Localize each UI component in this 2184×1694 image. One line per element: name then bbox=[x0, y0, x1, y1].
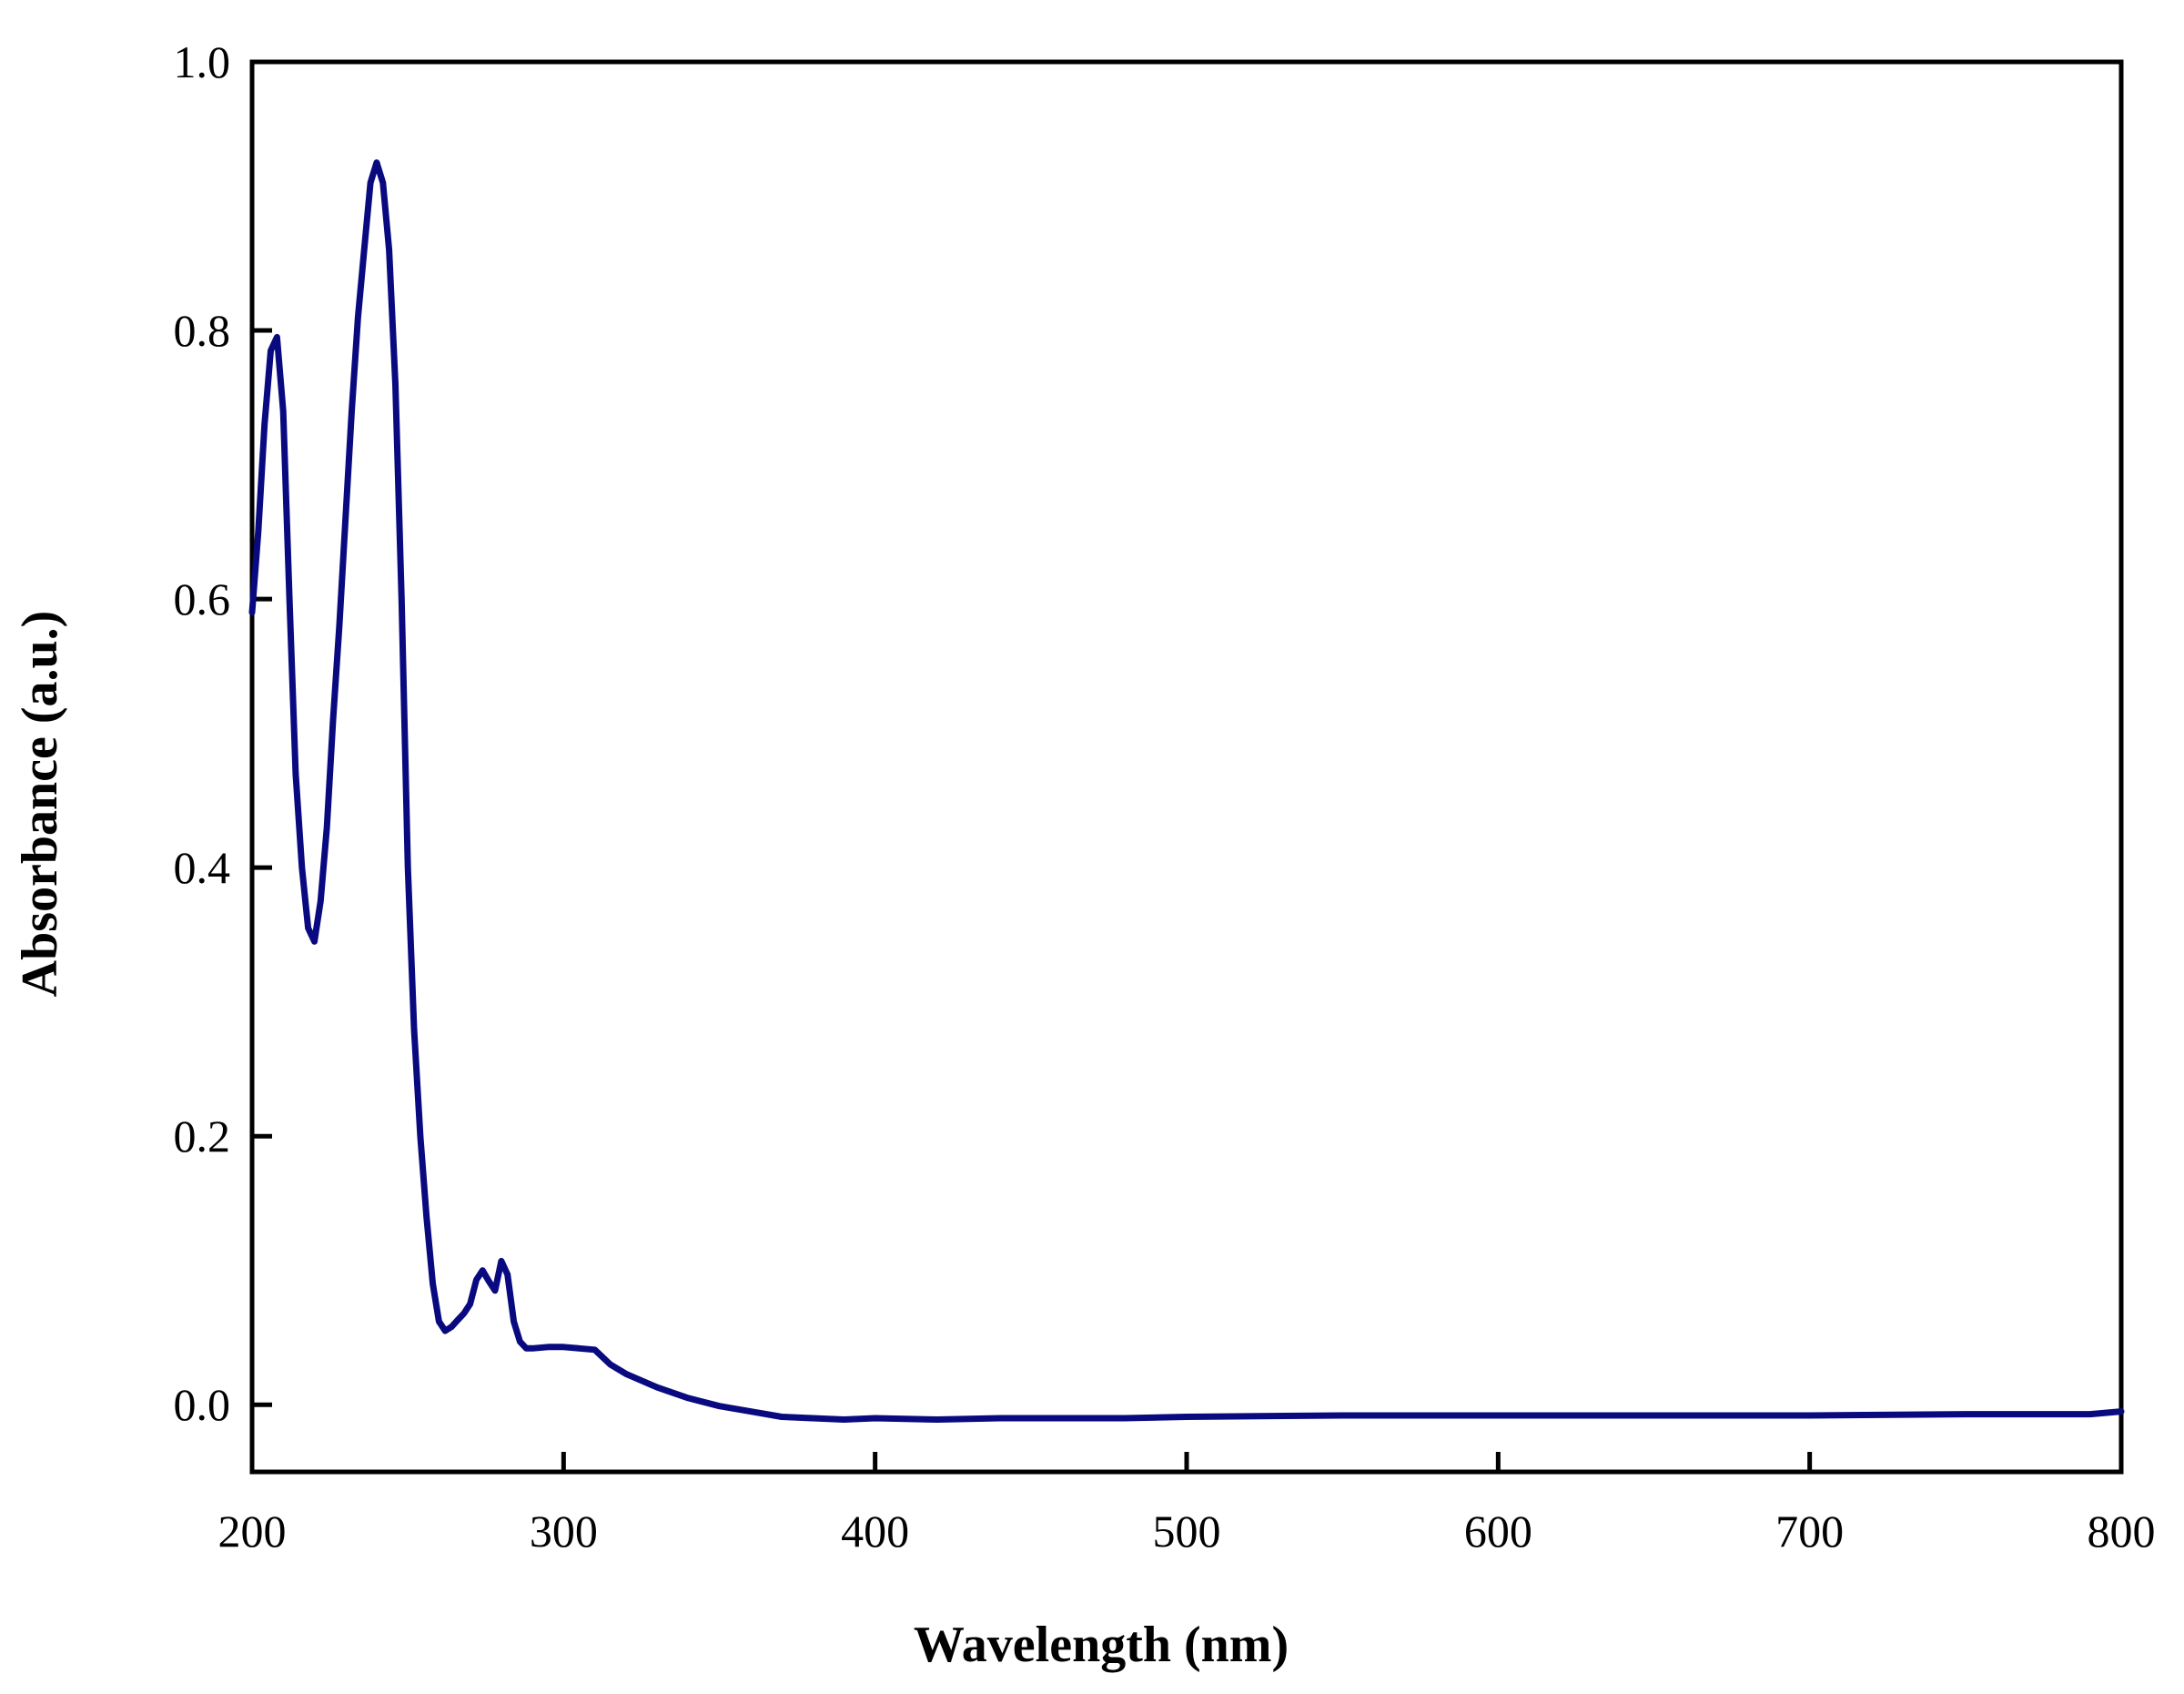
x-tick-label: 400 bbox=[841, 1506, 909, 1557]
y-tick-label: 0.0 bbox=[174, 1379, 231, 1430]
y-tick-label: 0.8 bbox=[174, 305, 231, 356]
absorbance-series-line bbox=[248, 159, 2125, 1423]
y-axis-title: Absorbance (a.u.) bbox=[12, 611, 68, 998]
y-tick-label: 1.0 bbox=[174, 36, 231, 87]
x-tick-label: 300 bbox=[530, 1506, 598, 1557]
y-axis-ticks: 0.0 0.2 0.4 0.6 0.8 1.0 bbox=[174, 36, 272, 1430]
x-tick-label: 800 bbox=[2088, 1506, 2156, 1557]
x-axis-ticks: 200 300 400 500 600 700 800 bbox=[218, 1452, 2156, 1557]
series-group bbox=[248, 159, 2125, 1423]
x-axis-title: Wavelength (nm) bbox=[914, 1617, 1289, 1673]
y-tick-label: 0.2 bbox=[174, 1111, 231, 1161]
y-tick-label: 0.4 bbox=[174, 842, 231, 893]
x-tick-label: 200 bbox=[218, 1506, 287, 1557]
x-tick-label: 600 bbox=[1464, 1506, 1532, 1557]
y-tick-label: 0.6 bbox=[174, 573, 231, 624]
x-tick-label: 500 bbox=[1153, 1506, 1221, 1557]
x-tick-label: 700 bbox=[1775, 1506, 1844, 1557]
